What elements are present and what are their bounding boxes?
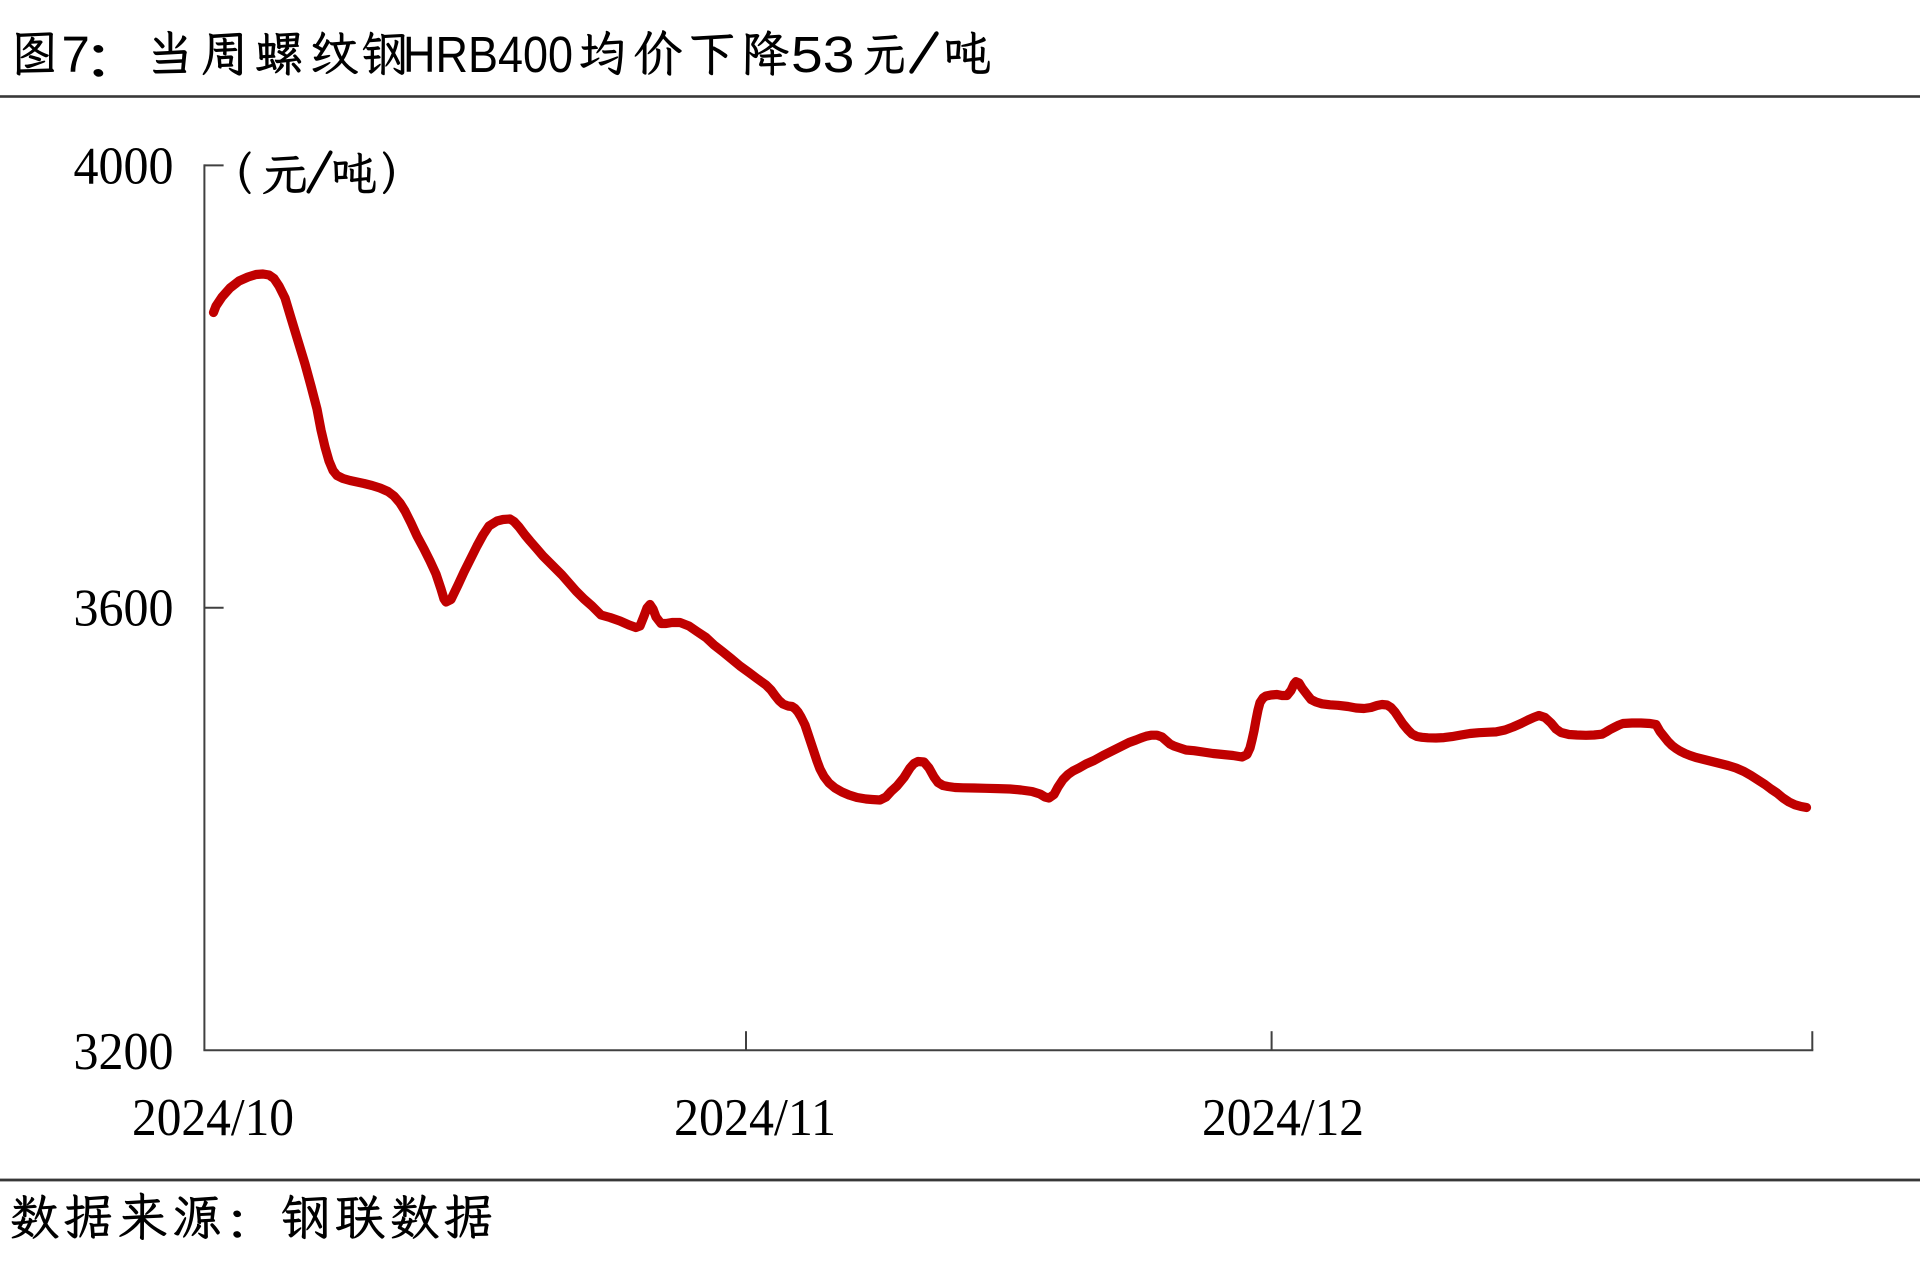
svg-text:3600: 3600: [74, 580, 174, 638]
svg-text:53: 53: [791, 26, 855, 83]
svg-text:2024/10: 2024/10: [132, 1089, 294, 1147]
svg-text:3200: 3200: [74, 1023, 174, 1081]
svg-text:2024/12: 2024/12: [1202, 1089, 1364, 1147]
svg-text:7: 7: [62, 26, 90, 83]
svg-text:2024/11: 2024/11: [674, 1089, 836, 1147]
svg-text:HRB400: HRB400: [403, 26, 573, 83]
svg-text:4000: 4000: [74, 138, 174, 196]
